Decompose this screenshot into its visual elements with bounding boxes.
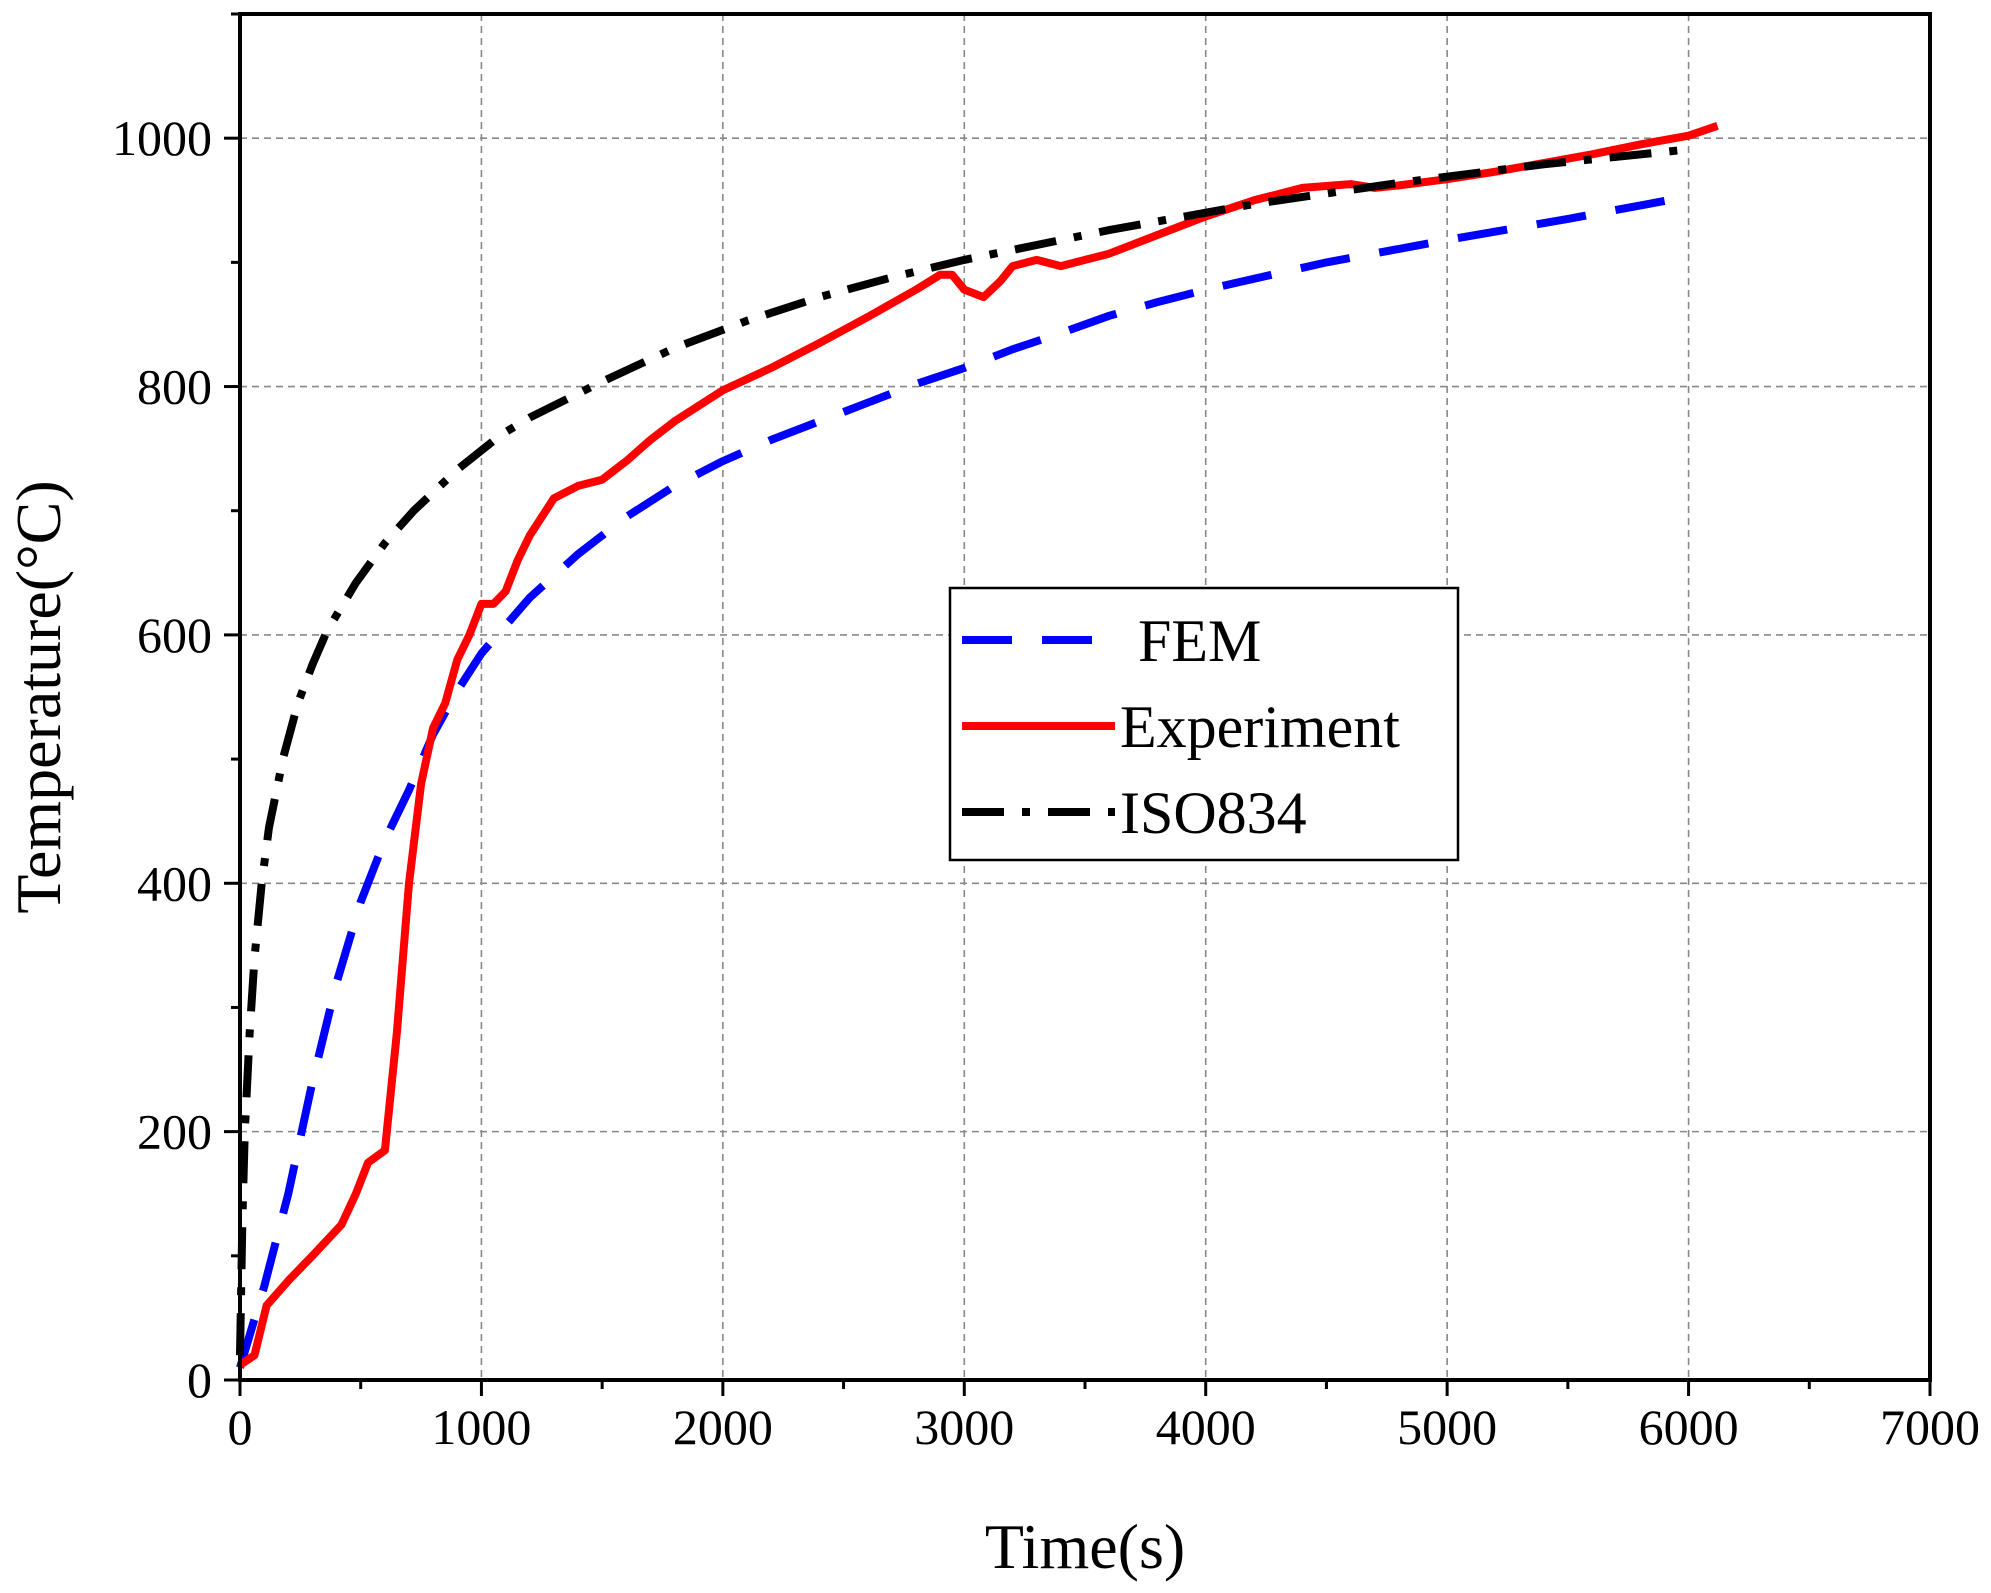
series-line-fem: [236, 192, 1690, 1369]
y-tick-label-600: 600: [137, 607, 212, 663]
x-tick-label-4000: 4000: [1156, 1399, 1256, 1455]
y-axis-title: Temperature(°C): [3, 480, 74, 913]
y-tick-label-800: 800: [137, 359, 212, 415]
x-tick-label-2000: 2000: [673, 1399, 773, 1455]
y-tick-label-0: 0: [187, 1352, 212, 1408]
legend: FEM Experiment ISO834: [948, 586, 1460, 862]
x-tick-label-1000: 1000: [431, 1399, 531, 1455]
x-axis-title: Time(s): [985, 1511, 1185, 1582]
data-series: [236, 122, 1719, 1369]
legend-label-experiment: Experiment: [1120, 694, 1400, 760]
x-tick-label-3000: 3000: [914, 1399, 1014, 1455]
x-tick-label-0: 0: [228, 1399, 253, 1455]
axis-tick-labels: 0 1000 2000 3000 4000 5000 6000 7000 0 200 400 600 8…: [112, 110, 1980, 1455]
x-tick-label-5000: 5000: [1397, 1399, 1497, 1455]
series-line-experiment: [237, 122, 1719, 1369]
axis-ticks: [224, 12, 1932, 1396]
y-tick-label-1000: 1000: [112, 110, 212, 166]
y-tick-label-400: 400: [137, 855, 212, 911]
x-tick-label-7000: 7000: [1880, 1399, 1980, 1455]
y-tick-label-200: 200: [137, 1104, 212, 1160]
legend-label-iso834: ISO834: [1120, 780, 1307, 846]
series-line-iso834: [236, 145, 1690, 1356]
x-tick-label-6000: 6000: [1639, 1399, 1739, 1455]
legend-label-fem: FEM: [1138, 608, 1261, 674]
